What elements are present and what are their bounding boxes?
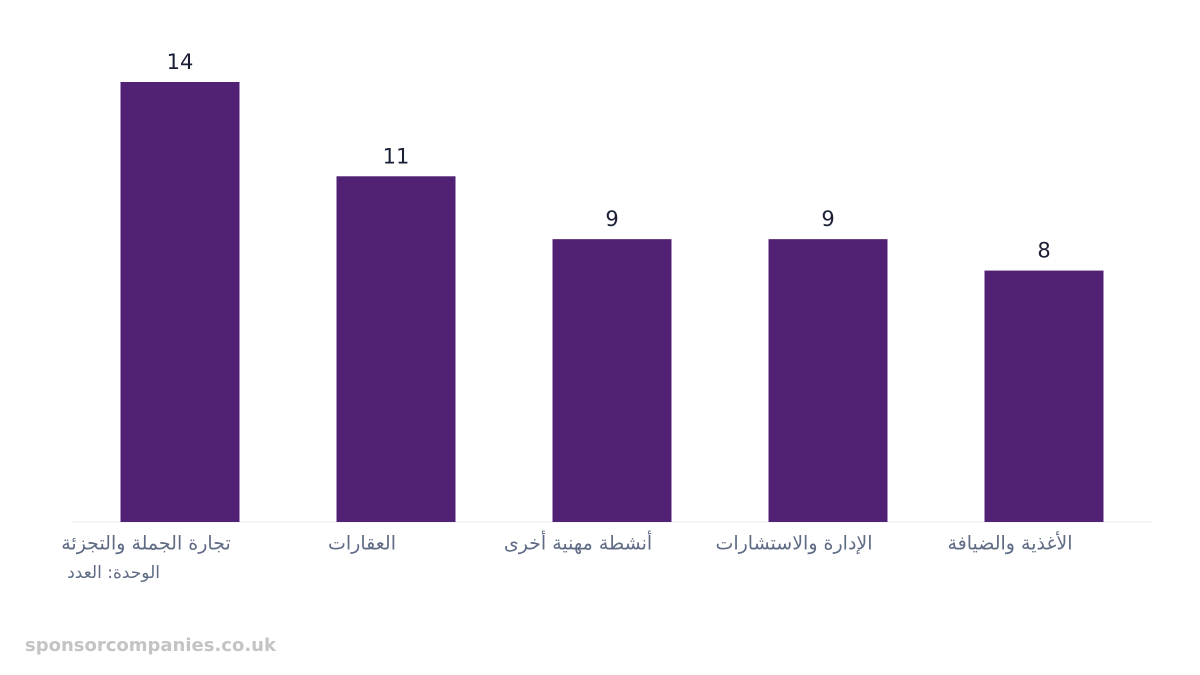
value-label: 9 <box>605 207 618 231</box>
bar <box>984 270 1104 522</box>
x-tick-label: تجارة الجملة والتجزئة <box>61 533 231 555</box>
value-label: 14 <box>167 50 194 74</box>
x-tick-label: الأغذية والضيافة <box>947 532 1072 555</box>
bar <box>336 176 456 523</box>
bar <box>768 239 888 522</box>
watermark: sponsorcompanies.co.uk <box>25 635 277 656</box>
unit-label: الوحدة: العدد <box>67 563 160 583</box>
x-tick-label: الإدارة والاستشارات <box>715 533 872 555</box>
value-label: 11 <box>383 144 410 168</box>
value-label: 8 <box>1037 239 1050 263</box>
bar <box>552 239 672 522</box>
x-tick-label: أنشطة مهنية أخرى <box>504 531 652 555</box>
value-label: 9 <box>821 207 834 231</box>
bar <box>120 82 240 522</box>
x-tick-label: العقارات <box>328 533 396 555</box>
